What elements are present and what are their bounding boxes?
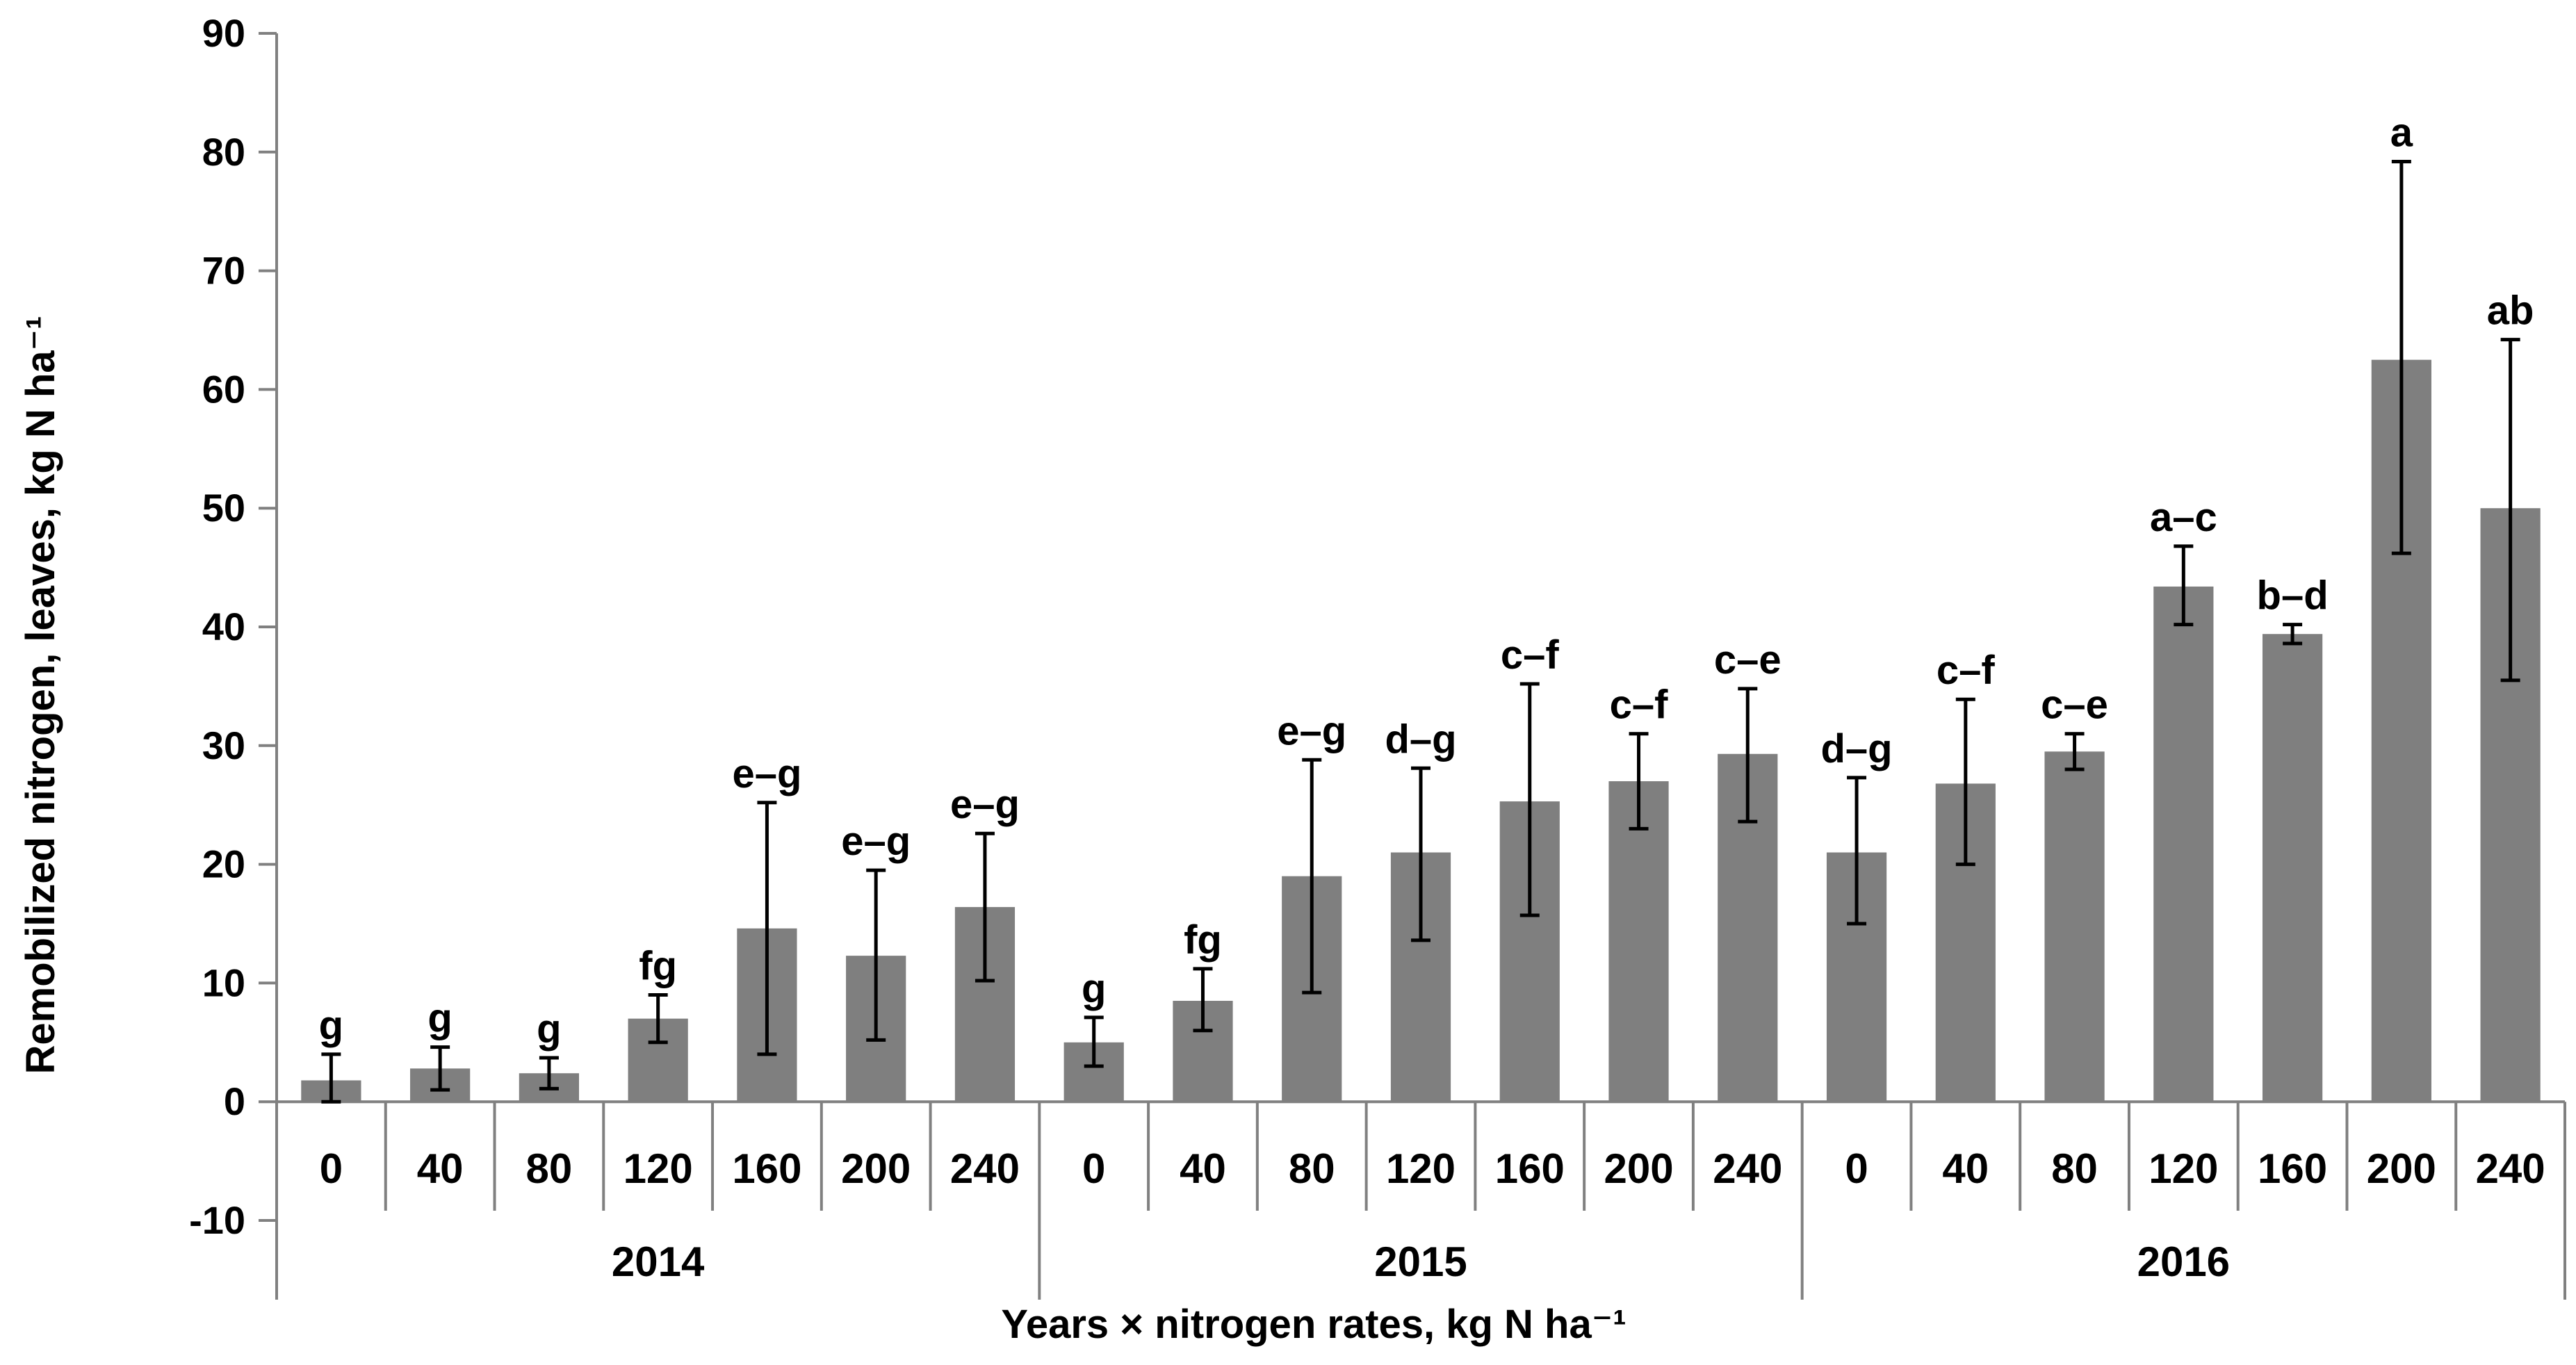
significance-label: g <box>427 996 452 1041</box>
y-tick-label: 90 <box>202 11 245 55</box>
x-tick-label: 200 <box>1604 1145 1673 1192</box>
x-tick-label: 120 <box>623 1145 693 1192</box>
bar <box>2044 751 2105 1102</box>
y-tick-label: -10 <box>189 1198 245 1242</box>
x-tick-label: 120 <box>2149 1145 2218 1192</box>
x-tick-label: 120 <box>1386 1145 1456 1192</box>
significance-label: c–f <box>1610 682 1669 728</box>
y-axis-title: Remobilized nitrogen, leaves, kg N ha⁻¹ <box>18 316 63 1074</box>
y-tick-label: 70 <box>202 249 245 293</box>
x-group-label: 2015 <box>1374 1239 1467 1285</box>
bar <box>2153 586 2214 1102</box>
x-tick-label: 160 <box>732 1145 801 1192</box>
significance-label: a–c <box>2150 495 2217 540</box>
x-tick-label: 40 <box>1180 1145 1226 1192</box>
significance-label: c–f <box>1937 648 1996 693</box>
x-tick-label: 0 <box>320 1145 343 1192</box>
significance-label: c–e <box>1714 637 1782 682</box>
significance-label: e–g <box>1277 708 1346 753</box>
y-tick-label: 20 <box>202 842 245 886</box>
y-tick-label: 40 <box>202 605 245 648</box>
significance-label: g <box>319 1003 343 1048</box>
significance-label: g <box>537 1006 561 1052</box>
significance-label: e–g <box>732 751 801 796</box>
significance-label: e–g <box>841 819 911 864</box>
significance-label: fg <box>1184 917 1222 963</box>
significance-label: c–f <box>1501 632 1560 678</box>
y-tick-label: 10 <box>202 961 245 1004</box>
significance-label: b–d <box>2257 573 2329 619</box>
y-tick-label: 30 <box>202 724 245 767</box>
x-axis-title: Years × nitrogen rates, kg N ha⁻¹ <box>1001 1302 1626 1347</box>
y-tick-label: 60 <box>202 367 245 411</box>
x-tick-label: 160 <box>1495 1145 1565 1192</box>
x-tick-label: 0 <box>1845 1145 1868 1192</box>
significance-label: d–g <box>1820 726 1892 771</box>
x-tick-label: 0 <box>1082 1145 1105 1192</box>
bar <box>2262 634 2323 1102</box>
significance-label: g <box>1082 966 1106 1011</box>
y-tick-label: 0 <box>224 1079 245 1123</box>
significance-label: a <box>2390 110 2413 155</box>
x-tick-label: 240 <box>2476 1145 2545 1192</box>
bar <box>1608 781 1669 1102</box>
x-tick-label: 80 <box>1289 1145 1335 1192</box>
x-tick-label: 80 <box>2051 1145 2098 1192</box>
significance-label: ab <box>2487 288 2534 334</box>
y-tick-label: 80 <box>202 130 245 174</box>
significance-label: e–g <box>950 782 1020 827</box>
x-tick-label: 160 <box>2258 1145 2327 1192</box>
x-tick-label: 40 <box>1942 1145 1989 1192</box>
x-group-label: 2016 <box>2137 1239 2230 1285</box>
significance-label: d–g <box>1385 717 1456 762</box>
y-tick-label: 50 <box>202 486 245 530</box>
significance-label: fg <box>639 943 677 988</box>
x-group-label: 2014 <box>612 1239 705 1285</box>
x-tick-label: 240 <box>950 1145 1020 1192</box>
significance-label: c–e <box>2041 682 2108 728</box>
x-tick-label: 240 <box>1713 1145 1782 1192</box>
x-tick-label: 200 <box>841 1145 911 1192</box>
x-tick-label: 200 <box>2367 1145 2436 1192</box>
x-tick-label: 80 <box>526 1145 573 1192</box>
x-tick-label: 40 <box>417 1145 464 1192</box>
